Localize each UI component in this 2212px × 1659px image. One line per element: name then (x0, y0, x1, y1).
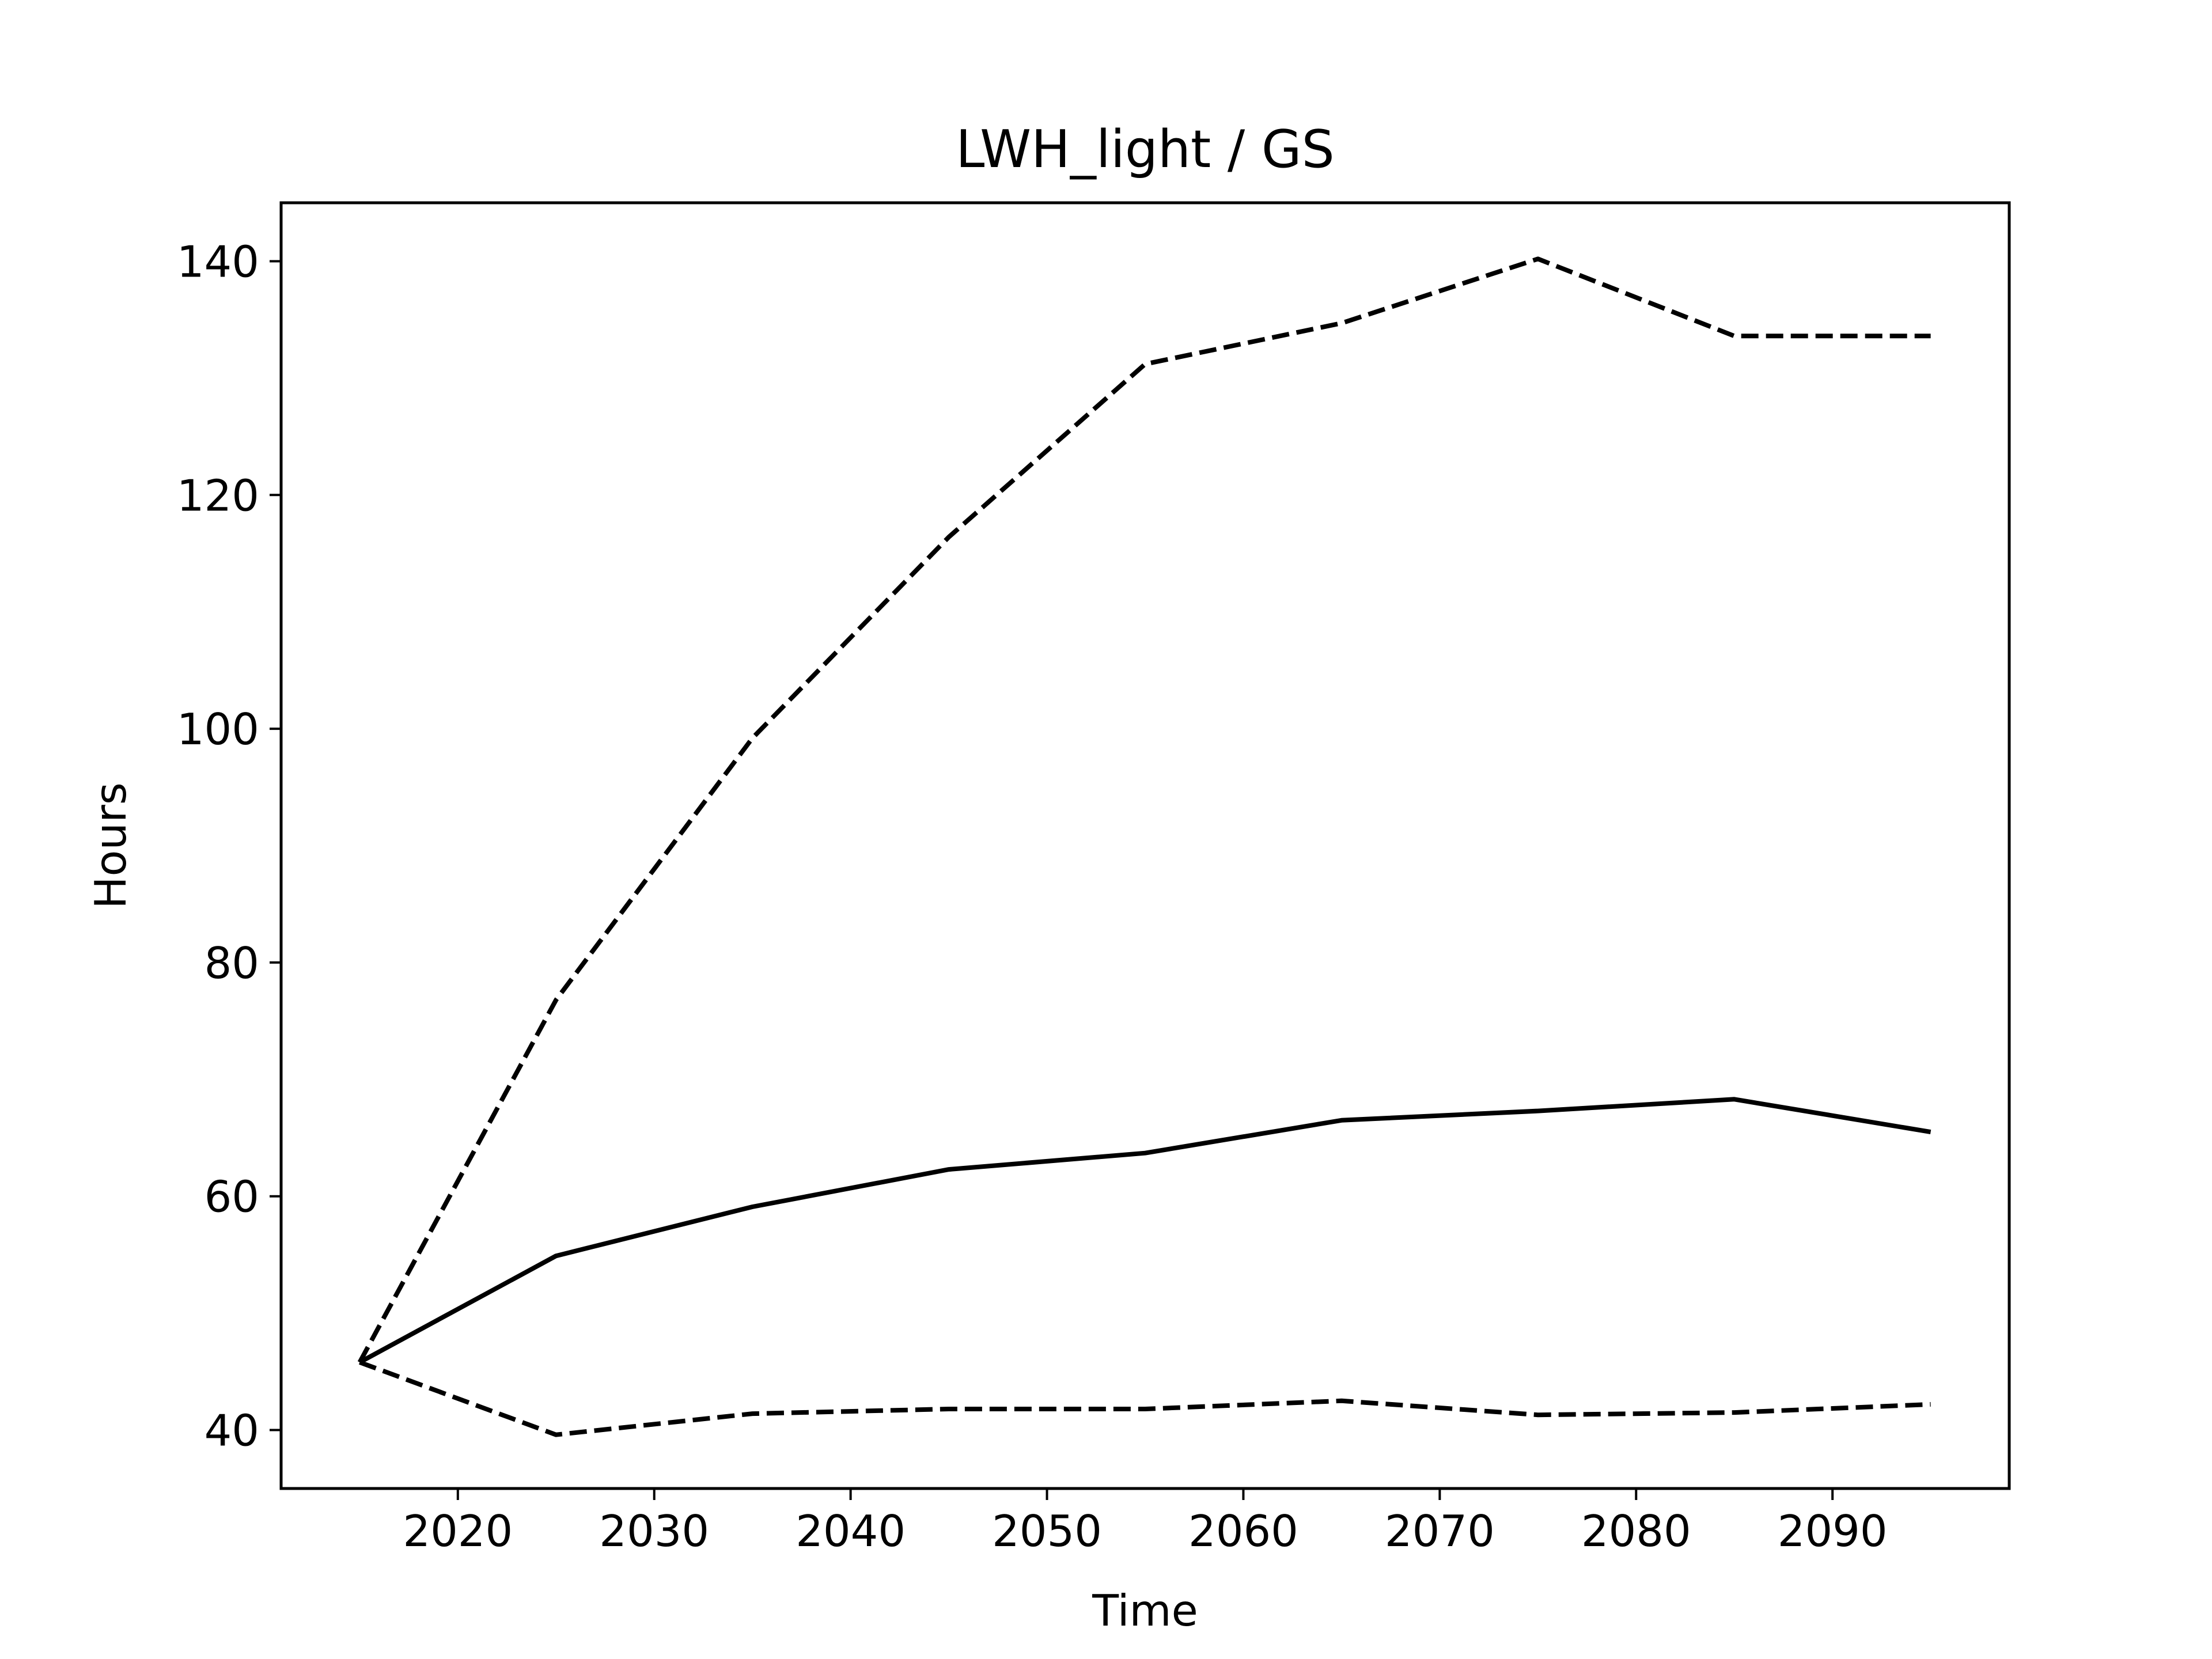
y-tick-label: 80 (204, 938, 259, 988)
y-tick-label: 40 (204, 1406, 259, 1456)
x-tick-label: 2080 (1581, 1506, 1691, 1556)
x-tick-label: 2020 (403, 1506, 513, 1556)
x-tick-label: 2060 (1188, 1506, 1298, 1556)
x-tick-label: 2050 (992, 1506, 1102, 1556)
y-axis: 40 60 80 100 120 140 (177, 236, 281, 1456)
x-tick-label: 2090 (1778, 1506, 1888, 1556)
dashed-series-line-2 (359, 1360, 1931, 1437)
y-tick-label: 60 (204, 1172, 259, 1222)
solid-series-line-0 (358, 1097, 1931, 1365)
series-layer (357, 256, 1931, 1437)
x-axis: 2020 2030 2040 2050 2060 2070 2080 2090 (403, 1488, 1888, 1556)
y-tick-label: 100 (177, 704, 259, 755)
x-tick-label: 2040 (796, 1506, 906, 1556)
chart-title: LWH_light / GS (956, 119, 1334, 180)
y-tick-label: 140 (177, 236, 259, 287)
x-axis-label: Time (1092, 1585, 1198, 1636)
dashed-series-line-1 (357, 256, 1931, 1363)
x-tick-label: 2070 (1385, 1506, 1495, 1556)
y-tick-label: 120 (177, 470, 259, 521)
axes-frame (279, 201, 2011, 1490)
y-axis-label: Hours (85, 782, 136, 909)
x-tick-label: 2030 (599, 1506, 709, 1556)
